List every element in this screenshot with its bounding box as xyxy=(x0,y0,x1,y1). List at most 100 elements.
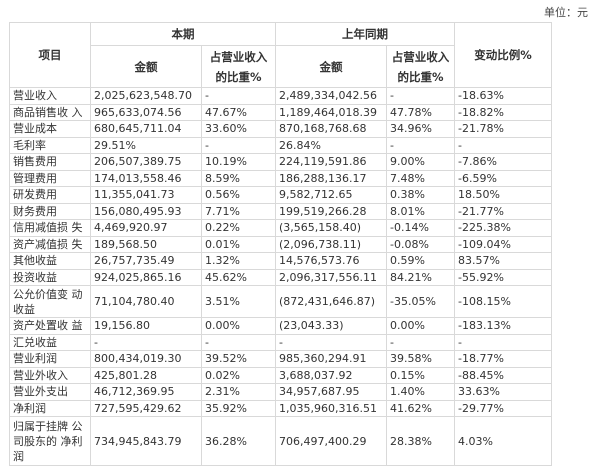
row-current-amount: 734,945,843.79 xyxy=(90,416,202,466)
row-change: -18.82% xyxy=(454,103,552,121)
table-row: 毛利率 29.51% -26.84% - - xyxy=(9,136,552,154)
row-item-label: 信用减值损 失 xyxy=(9,219,91,237)
header-current-period: 本期 xyxy=(90,22,276,46)
row-change: 83.57% xyxy=(454,252,552,270)
row-change: -183.13% xyxy=(454,317,552,335)
row-change: -18.63% xyxy=(454,87,552,105)
row-prior-amount: 706,497,400.29 xyxy=(275,416,387,466)
header-current-ratio: 占营业收入的比重% xyxy=(201,45,276,88)
row-prior-ratio: 0.00% xyxy=(386,317,455,335)
table-row: 营业外收入 425,801.28 0.02% 3,688,037.92 0.15% -88… xyxy=(9,366,552,384)
row-current-ratio: 47.67% xyxy=(201,103,276,121)
row-current-amount: 965,633,074.56 xyxy=(90,103,202,121)
row-item-label: 销售费用 xyxy=(9,153,91,171)
row-current-amount: 11,355,041.73 xyxy=(90,186,202,204)
row-prior-amount: 3,688,037.92 xyxy=(275,366,387,384)
row-change: -55.92% xyxy=(454,268,552,286)
row-current-ratio: 0.22% xyxy=(201,219,276,237)
row-item-label: 营业利润 xyxy=(9,350,91,368)
header-item: 项目 xyxy=(9,22,91,88)
row-current-amount: 425,801.28 xyxy=(90,366,202,384)
row-item-label: 营业成本 xyxy=(9,120,91,138)
row-prior-amount: 985,360,294.91 xyxy=(275,350,387,368)
row-current-amount: 174,013,558.46 xyxy=(90,169,202,187)
row-item-label: 资产处置收 益 xyxy=(9,317,91,335)
row-change: -21.77% xyxy=(454,202,552,220)
row-current-ratio: 0.01% xyxy=(201,235,276,253)
row-change: 18.50% xyxy=(454,186,552,204)
row-current-amount: 727,595,429.62 xyxy=(90,399,202,417)
row-change: -29.77% xyxy=(454,399,552,417)
row-item-label: 净利润 xyxy=(9,399,91,417)
row-prior-amount: 26.84% xyxy=(275,136,387,154)
row-change: 33.63% xyxy=(454,383,552,401)
row-prior-amount: (3,565,158.40) xyxy=(275,219,387,237)
table-row: 销售费用 206,507,389.75 10.19% 224,119,591.86 9.… xyxy=(9,153,552,171)
row-current-amount: 26,757,735.49 xyxy=(90,252,202,270)
table-row: 信用减值损 失 4,469,920.97 0.22% (3,565,158.40) -0… xyxy=(9,219,552,237)
table-row: 公允价值变 动收益 71,104,780.40 3.51% (872,431,646.… xyxy=(9,285,552,318)
row-change: -225.38% xyxy=(454,219,552,237)
row-prior-ratio: 41.62% xyxy=(386,399,455,417)
table-row: 资产减值损 失 189,568.50 0.01% (2,096,738.11) -0.0… xyxy=(9,235,552,253)
row-current-ratio: 39.52% xyxy=(201,350,276,368)
row-change: -21.78% xyxy=(454,120,552,138)
row-prior-ratio: 0.15% xyxy=(386,366,455,384)
row-current-amount: 156,080,495.93 xyxy=(90,202,202,220)
row-prior-amount: 1,035,960,316.51 xyxy=(275,399,387,417)
row-prior-ratio: 7.48% xyxy=(386,169,455,187)
row-item-label: 商品销售收 入 xyxy=(9,103,91,121)
table-row: 营业收入 2,025,623,548.70-2,489,334,042.56- -1… xyxy=(9,87,552,105)
header-current-amount: 金额 xyxy=(90,45,202,88)
row-prior-amount: 9,582,712.65 xyxy=(275,186,387,204)
row-prior-amount: 224,119,591.86 xyxy=(275,153,387,171)
row-prior-ratio: 39.58% xyxy=(386,350,455,368)
row-item-label: 汇兑收益 xyxy=(9,333,91,351)
row-prior-ratio: 84.21% xyxy=(386,268,455,286)
row-prior-ratio: 1.40% xyxy=(386,383,455,401)
row-change: -6.59% xyxy=(454,169,552,187)
row-current-amount: 46,712,369.95 xyxy=(90,383,202,401)
row-current-ratio: 2.31% xyxy=(201,383,276,401)
row-prior-amount: 34,957,687.95 xyxy=(275,383,387,401)
row-item-label: 营业外收入 xyxy=(9,366,91,384)
header-prior-amount: 金额 xyxy=(275,45,387,88)
row-current-amount: 924,025,865.16 xyxy=(90,268,202,286)
table-row: 汇兑收益 - - - - - xyxy=(9,333,552,351)
row-current-ratio: 8.59% xyxy=(201,169,276,187)
row-current-ratio: 7.71% xyxy=(201,202,276,220)
row-prior-ratio: 34.96% xyxy=(386,120,455,138)
row-prior-amount: (872,431,646.87) xyxy=(275,285,387,318)
table-row: 资产处置收 益 19,156.80 0.00% (23,043.33) 0.00% -18… xyxy=(9,317,552,335)
table-row: 研发费用 11,355,041.73 0.56% 9,582,712.65 0.38% 1… xyxy=(9,186,552,204)
income-statement-table: 项目 本期 上年同期 变动比例% 金额 占营业收入的比重% 金额 占营业收入的比… xyxy=(9,22,552,466)
row-current-ratio: 36.28% xyxy=(201,416,276,466)
row-current-amount: - xyxy=(90,333,202,351)
row-current-amount: 206,507,389.75 xyxy=(90,153,202,171)
row-item-label: 其他收益 xyxy=(9,252,91,270)
row-current-ratio: 35.92% xyxy=(201,399,276,417)
header-prior-period: 上年同期 xyxy=(275,22,455,46)
row-prior-ratio: 9.00% xyxy=(386,153,455,171)
row-current-ratio: 0.02% xyxy=(201,366,276,384)
table-row: 商品销售收 入 965,633,074.56 47.67% 1,189,464,018… xyxy=(9,103,552,121)
header-prior-ratio: 占营业收入的比重% xyxy=(386,45,455,88)
row-item-label: 营业收入 xyxy=(9,87,91,105)
row-prior-ratio: -0.08% xyxy=(386,235,455,253)
row-prior-amount: - xyxy=(275,333,387,351)
row-current-amount: 680,645,711.04 xyxy=(90,120,202,138)
header-change: 变动比例% xyxy=(454,22,552,88)
table-row: 管理费用 174,013,558.46 8.59% 186,288,136.17 7.4… xyxy=(9,169,552,187)
row-current-ratio: 0.00% xyxy=(201,317,276,335)
row-prior-amount: 2,096,317,556.11 xyxy=(275,268,387,286)
row-current-ratio: 1.32% xyxy=(201,252,276,270)
row-current-ratio: 45.62% xyxy=(201,268,276,286)
table-row: 投资收益 924,025,865.16 45.62% 2,096,317,556.11… xyxy=(9,268,552,286)
row-prior-ratio: - xyxy=(386,87,455,105)
row-prior-ratio: 0.38% xyxy=(386,186,455,204)
row-prior-ratio: 47.78% xyxy=(386,103,455,121)
row-change: 4.03% xyxy=(454,416,552,466)
row-change: - xyxy=(454,136,552,154)
row-current-ratio: - xyxy=(201,136,276,154)
row-prior-ratio: 0.59% xyxy=(386,252,455,270)
